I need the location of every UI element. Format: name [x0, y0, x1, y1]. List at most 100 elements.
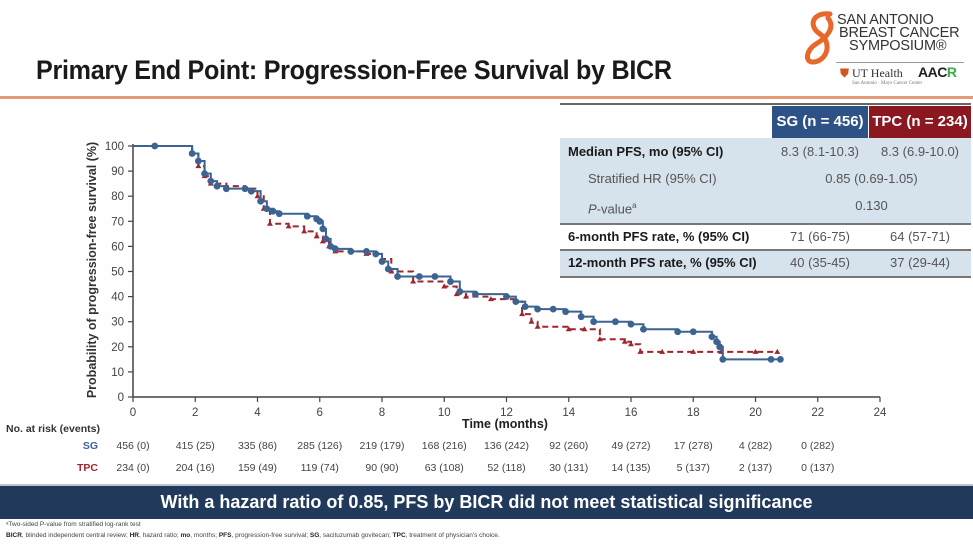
- x-tick-label: 4: [254, 407, 261, 419]
- censor-mark-sg: [222, 185, 230, 193]
- table-top-rule: [560, 103, 971, 105]
- at-risk-cell: 63 (108): [424, 462, 464, 474]
- censor-mark-sg: [394, 273, 401, 280]
- x-tick-label: 12: [500, 407, 513, 419]
- censor-mark-sg: [512, 298, 520, 306]
- censor-mark-sg: [562, 308, 570, 316]
- y-tick-label: 0: [118, 392, 124, 404]
- abbrev-definition: , treatment of physician's choice.: [405, 532, 500, 539]
- table-row-median-pfs: Median PFS, mo (95% CI) 8.3 (8.1-10.3) 8…: [560, 140, 971, 164]
- censor-mark-sg: [201, 170, 208, 178]
- censor-mark-sg: [577, 313, 585, 321]
- at-risk-cell: 4 (282): [738, 440, 773, 452]
- censor-mark-sg: [247, 187, 255, 195]
- abbrev-definition: , sacituzumab govitecan;: [319, 532, 393, 539]
- censor-mark-sg: [521, 303, 529, 311]
- value-tpc: 8.3 (6.9-10.0): [880, 144, 960, 159]
- ut-health-subtext: San Antonio · Mays Cancer Center: [852, 81, 923, 86]
- censor-mark-sg: [363, 248, 370, 255]
- at-risk-cell: 136 (242): [484, 440, 529, 452]
- at-risk-cell: 415 (25): [175, 440, 215, 452]
- x-tick-label: 24: [874, 407, 887, 419]
- at-risk-cell: 456 (0): [116, 440, 150, 452]
- censor-mark-tpc: [285, 223, 292, 229]
- x-axis-label: Time (months): [462, 417, 548, 431]
- value-combined: 0.130: [855, 198, 888, 213]
- censor-mark-sg: [257, 197, 265, 205]
- at-risk-cell: 90 (90): [365, 462, 399, 474]
- logo-line-1: SAN ANTONIO: [837, 12, 934, 28]
- p-italic: P: [588, 201, 597, 217]
- censor-mark-tpc: [195, 163, 202, 169]
- x-tick-label: 8: [379, 407, 385, 419]
- censor-mark-sg: [447, 278, 454, 285]
- logo-divider: [836, 62, 964, 63]
- abbrev-definition: , progression-free survival;: [231, 532, 310, 539]
- censor-mark-sg: [207, 177, 215, 185]
- censor-mark-sg: [275, 210, 283, 218]
- censor-mark-sg: [640, 325, 647, 333]
- censor-mark-sg: [777, 355, 784, 363]
- value-sg: 40 (35-45): [790, 255, 850, 270]
- x-tick-label: 6: [317, 407, 323, 419]
- y-tick-label: 20: [111, 342, 124, 354]
- at-risk-cell: 0 (137): [801, 462, 835, 474]
- at-risk-cell: 234 (0): [116, 462, 150, 474]
- km-curve-tpc: [133, 145, 778, 353]
- x-tick-label: 2: [192, 407, 198, 419]
- value-combined: 0.85 (0.69-1.05): [825, 171, 918, 186]
- censor-mark-sg: [590, 318, 598, 326]
- title-divider: [0, 96, 973, 99]
- censor-mark-sg: [372, 250, 380, 258]
- censor-mark-sg: [319, 225, 327, 233]
- table-bottom-rule: [560, 276, 971, 278]
- censor-mark-sg: [456, 288, 464, 295]
- ut-health-text: UT Health: [852, 66, 903, 80]
- value-tpc: 37 (29-44): [890, 255, 950, 270]
- censor-mark-sg: [269, 207, 277, 215]
- abbrev-definition: , months;: [190, 532, 219, 539]
- footnote-abbreviations: BICR, blinded independent central review…: [6, 532, 500, 539]
- y-tick-label: 100: [105, 141, 124, 153]
- y-tick-label: 30: [111, 317, 124, 329]
- censor-mark-sg: [151, 142, 159, 150]
- abbrev-definition: , hazard ratio;: [138, 532, 181, 539]
- at-risk-cell: 49 (272): [611, 440, 651, 452]
- row-label: Stratified HR (95% CI): [588, 171, 717, 186]
- censor-mark-tpc: [596, 336, 603, 342]
- aacr-text-a: AAC: [918, 64, 947, 80]
- table-rule: [560, 249, 971, 251]
- censor-mark-tpc: [313, 233, 320, 239]
- at-risk-cell: 219 (179): [359, 440, 405, 452]
- p-footnote-mark: a: [632, 201, 637, 210]
- row-label: 12-month PFS rate, % (95% CI): [568, 255, 757, 270]
- censor-mark-tpc: [519, 311, 526, 317]
- censor-mark-sg: [415, 273, 423, 280]
- logo-line-2: BREAST CANCER: [839, 25, 960, 41]
- censor-mark-sg: [689, 328, 697, 336]
- censor-mark-tpc: [637, 348, 644, 354]
- censor-mark-tpc: [487, 296, 494, 302]
- sabcs-logo-text: SAN ANTONIO BREAST CANCER SYMPOSIUM®: [837, 12, 960, 54]
- row-label: Median PFS, mo (95% CI): [568, 144, 724, 159]
- censor-mark-tpc: [453, 291, 460, 297]
- censor-mark-tpc: [319, 238, 326, 244]
- slide-title: Primary End Point: Progression-Free Surv…: [36, 55, 672, 85]
- y-tick-label: 90: [111, 166, 124, 178]
- censor-mark-tpc: [441, 283, 448, 289]
- ribbon-logo-icon: [805, 11, 834, 65]
- censor-mark-sg: [767, 355, 775, 363]
- censor-mark-sg: [534, 305, 542, 313]
- censor-mark-sg: [713, 338, 720, 346]
- header-tpc: TPC (n = 234): [869, 106, 971, 138]
- x-tick-label: 16: [625, 407, 638, 419]
- footnote-pvalue: ᵃTwo-sided P-value from stratified log-r…: [6, 521, 141, 528]
- table-row-6mo: 6-month PFS rate, % (95% CI) 71 (66-75) …: [560, 225, 971, 249]
- aacr-logo: AACR: [918, 64, 957, 80]
- censor-mark-tpc: [628, 341, 634, 347]
- x-tick-label: 14: [562, 407, 575, 419]
- table-row-12mo: 12-month PFS rate, % (95% CI) 40 (35-45)…: [560, 251, 971, 276]
- at-risk-cell: 204 (16): [175, 462, 215, 474]
- censor-mark-sg: [303, 212, 311, 220]
- y-axis-label: Probability of progression-free survival…: [85, 142, 99, 398]
